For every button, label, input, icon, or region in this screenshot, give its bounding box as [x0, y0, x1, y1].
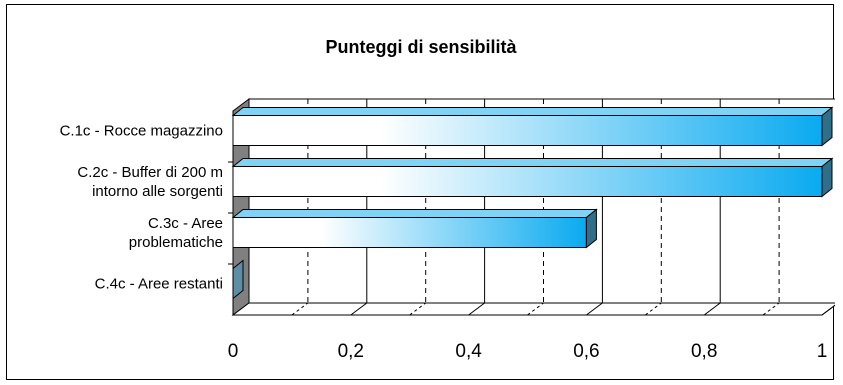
category-label: C.4c - Aree restanti — [95, 276, 223, 293]
floor-grid-line — [586, 302, 603, 316]
floor-grid-line — [350, 302, 368, 316]
category-label: C.3c - Aree — [148, 215, 223, 232]
bar-top-face — [231, 209, 598, 218]
x-tick-label: 1 — [817, 341, 828, 362]
floor — [231, 302, 835, 316]
bar-top-face — [231, 107, 834, 116]
bar-side-face — [585, 208, 597, 249]
chart-title: Punteggi di sensibilità — [325, 37, 517, 57]
category-label: intorno alle sorgenti — [92, 183, 223, 200]
bar-chart: C.1c - Rocce magazzino C.2c - Buffer di 2… — [60, 98, 835, 362]
x-tick-label: 0,2 — [338, 341, 364, 362]
x-tick-label: 0,4 — [455, 341, 482, 362]
x-tick-label: 0 — [228, 341, 239, 362]
floor-grid-line — [468, 302, 485, 316]
x-tick-label: 0,8 — [691, 341, 717, 362]
bar-top-face — [231, 158, 834, 167]
category-label: C.1c - Rocce magazzino — [60, 123, 223, 140]
bar — [232, 166, 823, 197]
floor-grid-line — [821, 304, 835, 316]
bar — [232, 217, 587, 248]
chart-frame: Punteggi di sensibilità C.1c - Rocce mag… — [6, 4, 835, 380]
x-tick-label: 0,6 — [573, 341, 599, 362]
bar-zero-face — [232, 259, 244, 300]
category-label: problematiche — [129, 234, 223, 251]
bar-side-face — [821, 157, 833, 198]
bar — [232, 115, 823, 146]
category-label: C.2c - Buffer di 200 m — [77, 164, 223, 181]
floor-grid-line — [703, 302, 721, 316]
bar-side-face — [821, 106, 833, 147]
